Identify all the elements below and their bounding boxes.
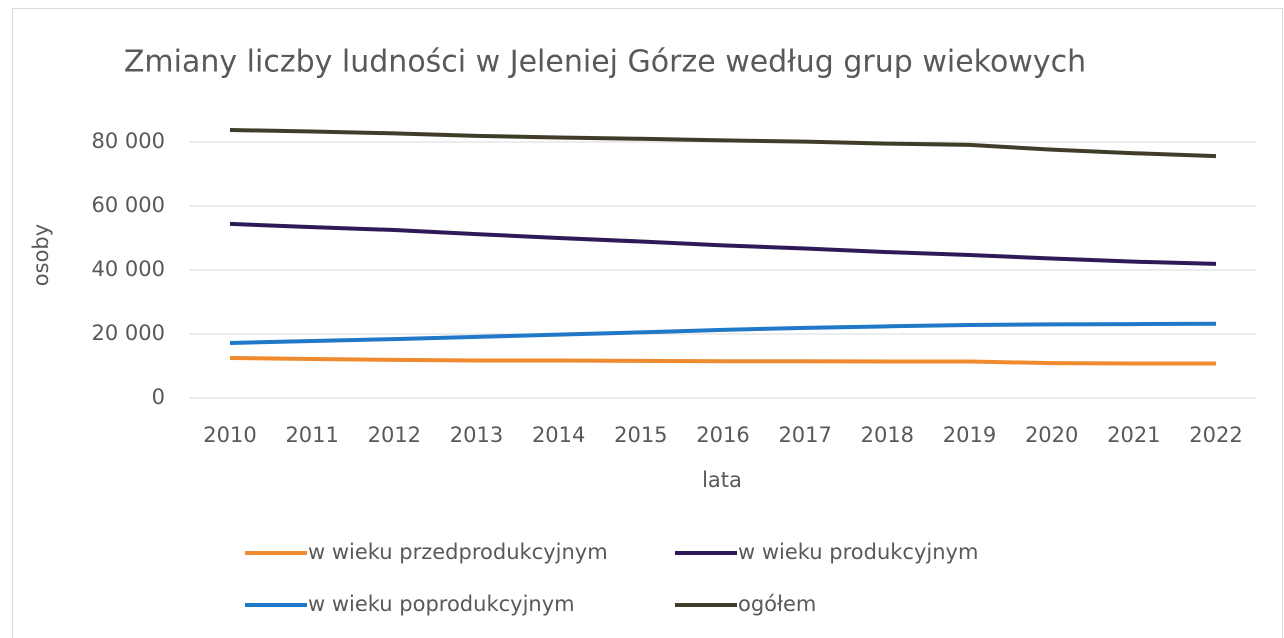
x-axis-title: lata: [702, 468, 742, 492]
x-tick-label: 2020: [1025, 423, 1078, 447]
x-tick-label: 2016: [696, 423, 749, 447]
series-line: [229, 321, 1217, 345]
x-tick-label: 2014: [532, 423, 585, 447]
legend-label: w wieku przedprodukcyjnym: [308, 540, 608, 564]
series-line: [229, 128, 1217, 159]
series-line: [229, 221, 1217, 266]
y-axis-title: osoby: [29, 224, 53, 286]
chart-title: Zmiany liczby ludności w Jeleniej Górze …: [124, 45, 1086, 80]
legend-label: ogółem: [738, 592, 816, 616]
y-tick-label: 80 000: [92, 129, 165, 153]
x-tick-label: 2022: [1189, 423, 1242, 447]
x-tick-label: 2010: [203, 423, 256, 447]
legend-label: w wieku poprodukcyjnym: [308, 592, 575, 616]
y-tick-label: 40 000: [92, 257, 165, 281]
x-tick-label: 2011: [285, 423, 338, 447]
x-tick-label: 2017: [778, 423, 831, 447]
x-tick-label: 2015: [614, 423, 667, 447]
x-tick-label: 2012: [368, 423, 421, 447]
y-tick-label: 60 000: [92, 193, 165, 217]
series-line: [229, 356, 1216, 366]
x-tick-label: 2021: [1107, 423, 1160, 447]
legend-label: w wieku produkcyjnym: [738, 540, 978, 564]
y-tick-label: 0: [152, 385, 165, 409]
y-tick-label: 20 000: [92, 321, 165, 345]
x-tick-label: 2013: [450, 423, 503, 447]
x-tick-label: 2019: [943, 423, 996, 447]
x-tick-label: 2018: [861, 423, 914, 447]
